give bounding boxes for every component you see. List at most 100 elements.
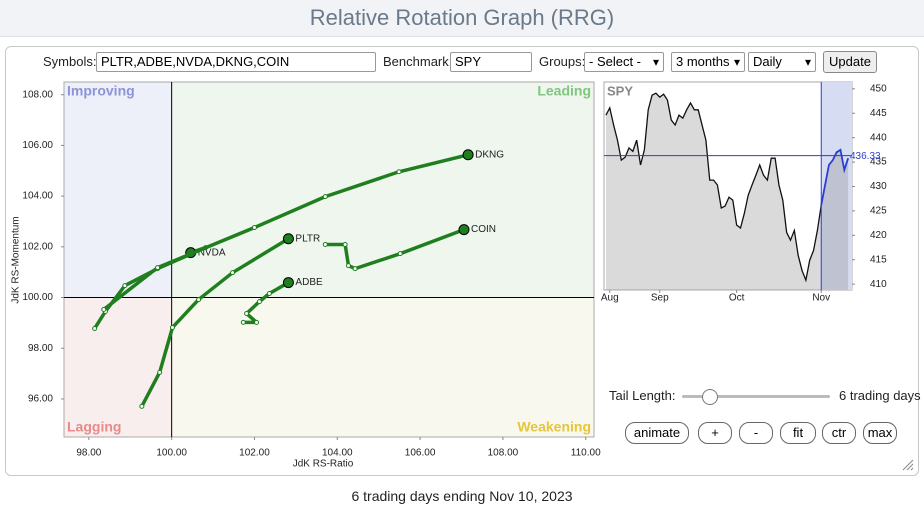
page-title: Relative Rotation Graph (RRG) [309,5,615,30]
tail-point [240,319,246,325]
control-button[interactable]: + [698,422,732,444]
series-label: NVDA [198,247,226,258]
tail-point [322,242,328,248]
x-tick-label: 100.00 [156,448,187,459]
quadrant-label: Weakening [517,419,591,435]
y-tick-label: 108.00 [22,89,53,100]
tail-point [155,265,161,271]
x-tick-label: Nov [812,293,830,304]
price-line [605,92,822,283]
control-button[interactable]: ctr [822,422,856,444]
quadrant-lagging [64,297,172,437]
y-tick-label: 415 [870,254,887,265]
tail-point [196,297,202,303]
quadrant-improving [64,82,172,298]
x-tick-label: 108.00 [488,448,519,459]
x-tick-label: 106.00 [405,448,436,459]
update-button[interactable]: Update [823,51,877,73]
tail-point [244,311,250,317]
tail-line [102,153,469,311]
tail-point [256,299,262,305]
head-point [282,233,294,245]
x-tick-label: 98.00 [76,448,101,459]
x-tick-label: Aug [601,293,619,304]
slider-thumb[interactable] [702,389,718,405]
y-tick-label: 106.00 [22,140,53,151]
y-tick-label: 445 [870,108,887,119]
tail-point [251,225,257,231]
head-point [462,149,474,161]
tail-point [345,263,351,269]
quadrant-label: Improving [67,83,135,99]
current-value-label: 436.33 [850,151,881,162]
tail-point [92,325,98,331]
y-tick-label: 420 [870,230,887,241]
header: Relative Rotation Graph (RRG) [0,0,924,37]
groups-label: Groups: [539,54,586,69]
tail-point [157,369,163,375]
tail-text: 6 trading days [839,388,921,403]
tail-point [101,306,107,312]
series-label: DKNG [475,149,504,160]
footer: 6 trading days ending Nov 10, 2023 [351,488,573,504]
y-tick-label: 410 [870,279,887,290]
control-button[interactable]: fit [780,422,816,444]
y-axis-label: JdK RS-Momentum [11,216,22,303]
tail-point [266,290,272,296]
x-tick-label: Sep [651,293,669,304]
symbols-input[interactable]: PLTR,ADBE,NVDA,DKNG,COIN [96,52,376,72]
tail-line [325,227,465,271]
y-tick-label: 96.00 [28,394,53,405]
quadrant-leading [171,82,594,298]
groups-select[interactable]: - Select - [584,52,664,72]
symbols-label: Symbols: [43,54,97,69]
y-tick-label: 430 [870,181,887,192]
benchmark-label: Benchmark: [383,54,453,69]
series-label: PLTR [295,233,320,244]
head-point [282,277,294,289]
control-button[interactable]: animate [625,422,689,444]
tail-point [322,194,328,200]
x-axis-label: JdK RS-Ratio [293,459,354,470]
x-tick-label: 110.00 [571,448,601,459]
series-label: ADBE [295,277,323,288]
price-area [605,93,849,291]
y-tick-label: 425 [870,206,887,217]
tail-point [122,283,128,289]
x-tick-label: 104.00 [322,448,353,459]
series-label: COIN [471,224,496,235]
panel [5,46,919,476]
tail-point [397,251,403,257]
tail-point [352,266,358,272]
quadrant-label: Lagging [67,419,121,435]
tail-point [254,319,260,325]
y-tick-label: 435 [870,157,887,168]
x-tick-label: 102.00 [239,448,270,459]
y-tick-label: 104.00 [22,191,53,202]
control-button[interactable]: max [863,422,897,444]
frequency-select[interactable]: Daily [748,52,816,72]
y-tick-label: 98.00 [28,343,53,354]
benchmark-title: SPY [607,83,633,98]
benchmark-input[interactable]: SPY [450,52,532,72]
x-tick-label: Oct [729,293,745,304]
price-line-recent [820,148,850,206]
head-point [458,224,470,236]
y-tick-label: 100.00 [22,292,53,303]
resize-grip [902,459,914,471]
tail-point [139,403,145,409]
tail-point [169,324,175,330]
slider-track[interactable] [682,395,830,398]
y-tick-label: 102.00 [22,241,53,252]
tail-label: Tail Length: [609,388,676,403]
y-tick-label: 450 [870,83,887,94]
plot-frame [63,81,595,438]
recent-region [821,82,852,290]
plot-bg [603,81,853,291]
y-tick-label: 440 [870,132,887,143]
period-select[interactable]: 3 months [671,52,745,72]
quadrant-label: Leading [537,83,591,99]
control-button[interactable]: - [739,422,773,444]
